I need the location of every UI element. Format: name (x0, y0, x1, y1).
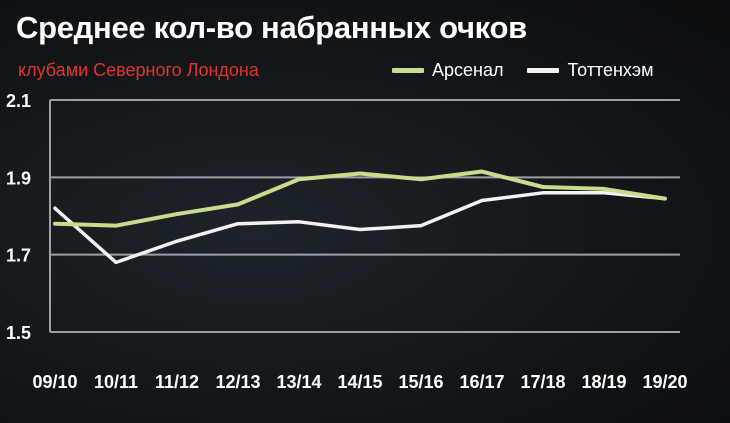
legend-label-arsenal: Арсенал (432, 60, 504, 80)
legend-label-tottenham: Тоттенхэм (567, 60, 654, 80)
data-point-tottenham (602, 191, 606, 195)
x-tick-label: 11/12 (155, 372, 199, 392)
data-point-arsenal (114, 224, 118, 228)
x-tick-label: 13/14 (276, 372, 321, 392)
data-point-tottenham (53, 206, 57, 210)
data-point-arsenal (602, 187, 606, 191)
y-tick-label: 1.7 (6, 246, 31, 266)
legend: Арсенал Тоттенхэм (392, 60, 668, 81)
x-tick-label: 18/19 (581, 372, 626, 392)
x-tick-label: 12/13 (215, 372, 260, 392)
x-tick-label: 16/17 (459, 372, 504, 392)
series-line-tottenham (53, 191, 667, 265)
data-point-tottenham (114, 260, 118, 264)
chart-subtitle: клубами Северного Лондона (18, 60, 259, 80)
data-point-tottenham (480, 198, 484, 203)
data-point-tottenham (541, 191, 545, 195)
data-point-arsenal (53, 222, 57, 226)
data-point-arsenal (358, 171, 362, 176)
data-point-tottenham (419, 224, 423, 228)
data-point-arsenal (663, 197, 667, 201)
x-tick-label: 19/20 (642, 372, 687, 392)
legend-item-tottenham: Тоттенхэм (527, 60, 654, 81)
data-point-arsenal (236, 202, 240, 206)
series-line-arsenal (53, 169, 667, 228)
data-point-arsenal (175, 212, 179, 216)
data-point-tottenham (175, 239, 179, 243)
data-point-arsenal (297, 177, 301, 181)
x-tick-label: 14/15 (337, 372, 382, 392)
x-tick-label: 10/11 (94, 372, 138, 392)
data-point-tottenham (297, 220, 301, 224)
legend-swatch-tottenham (527, 68, 560, 73)
x-tick-label: 17/18 (520, 372, 565, 392)
data-point-arsenal (480, 169, 484, 174)
data-point-tottenham (358, 227, 362, 232)
legend-item-arsenal: Арсенал (392, 60, 503, 81)
data-point-arsenal (419, 177, 423, 181)
y-tick-label: 1.5 (6, 323, 31, 343)
data-point-arsenal (541, 185, 545, 189)
legend-swatch-arsenal (392, 68, 424, 73)
x-tick-label: 15/16 (398, 372, 443, 392)
y-tick-label: 2.1 (6, 91, 31, 111)
chart-title: Среднее кол-во набранных очков (16, 10, 527, 45)
x-tick-label: 09/10 (32, 372, 77, 392)
data-point-tottenham (236, 222, 240, 226)
y-tick-label: 1.9 (6, 168, 31, 188)
